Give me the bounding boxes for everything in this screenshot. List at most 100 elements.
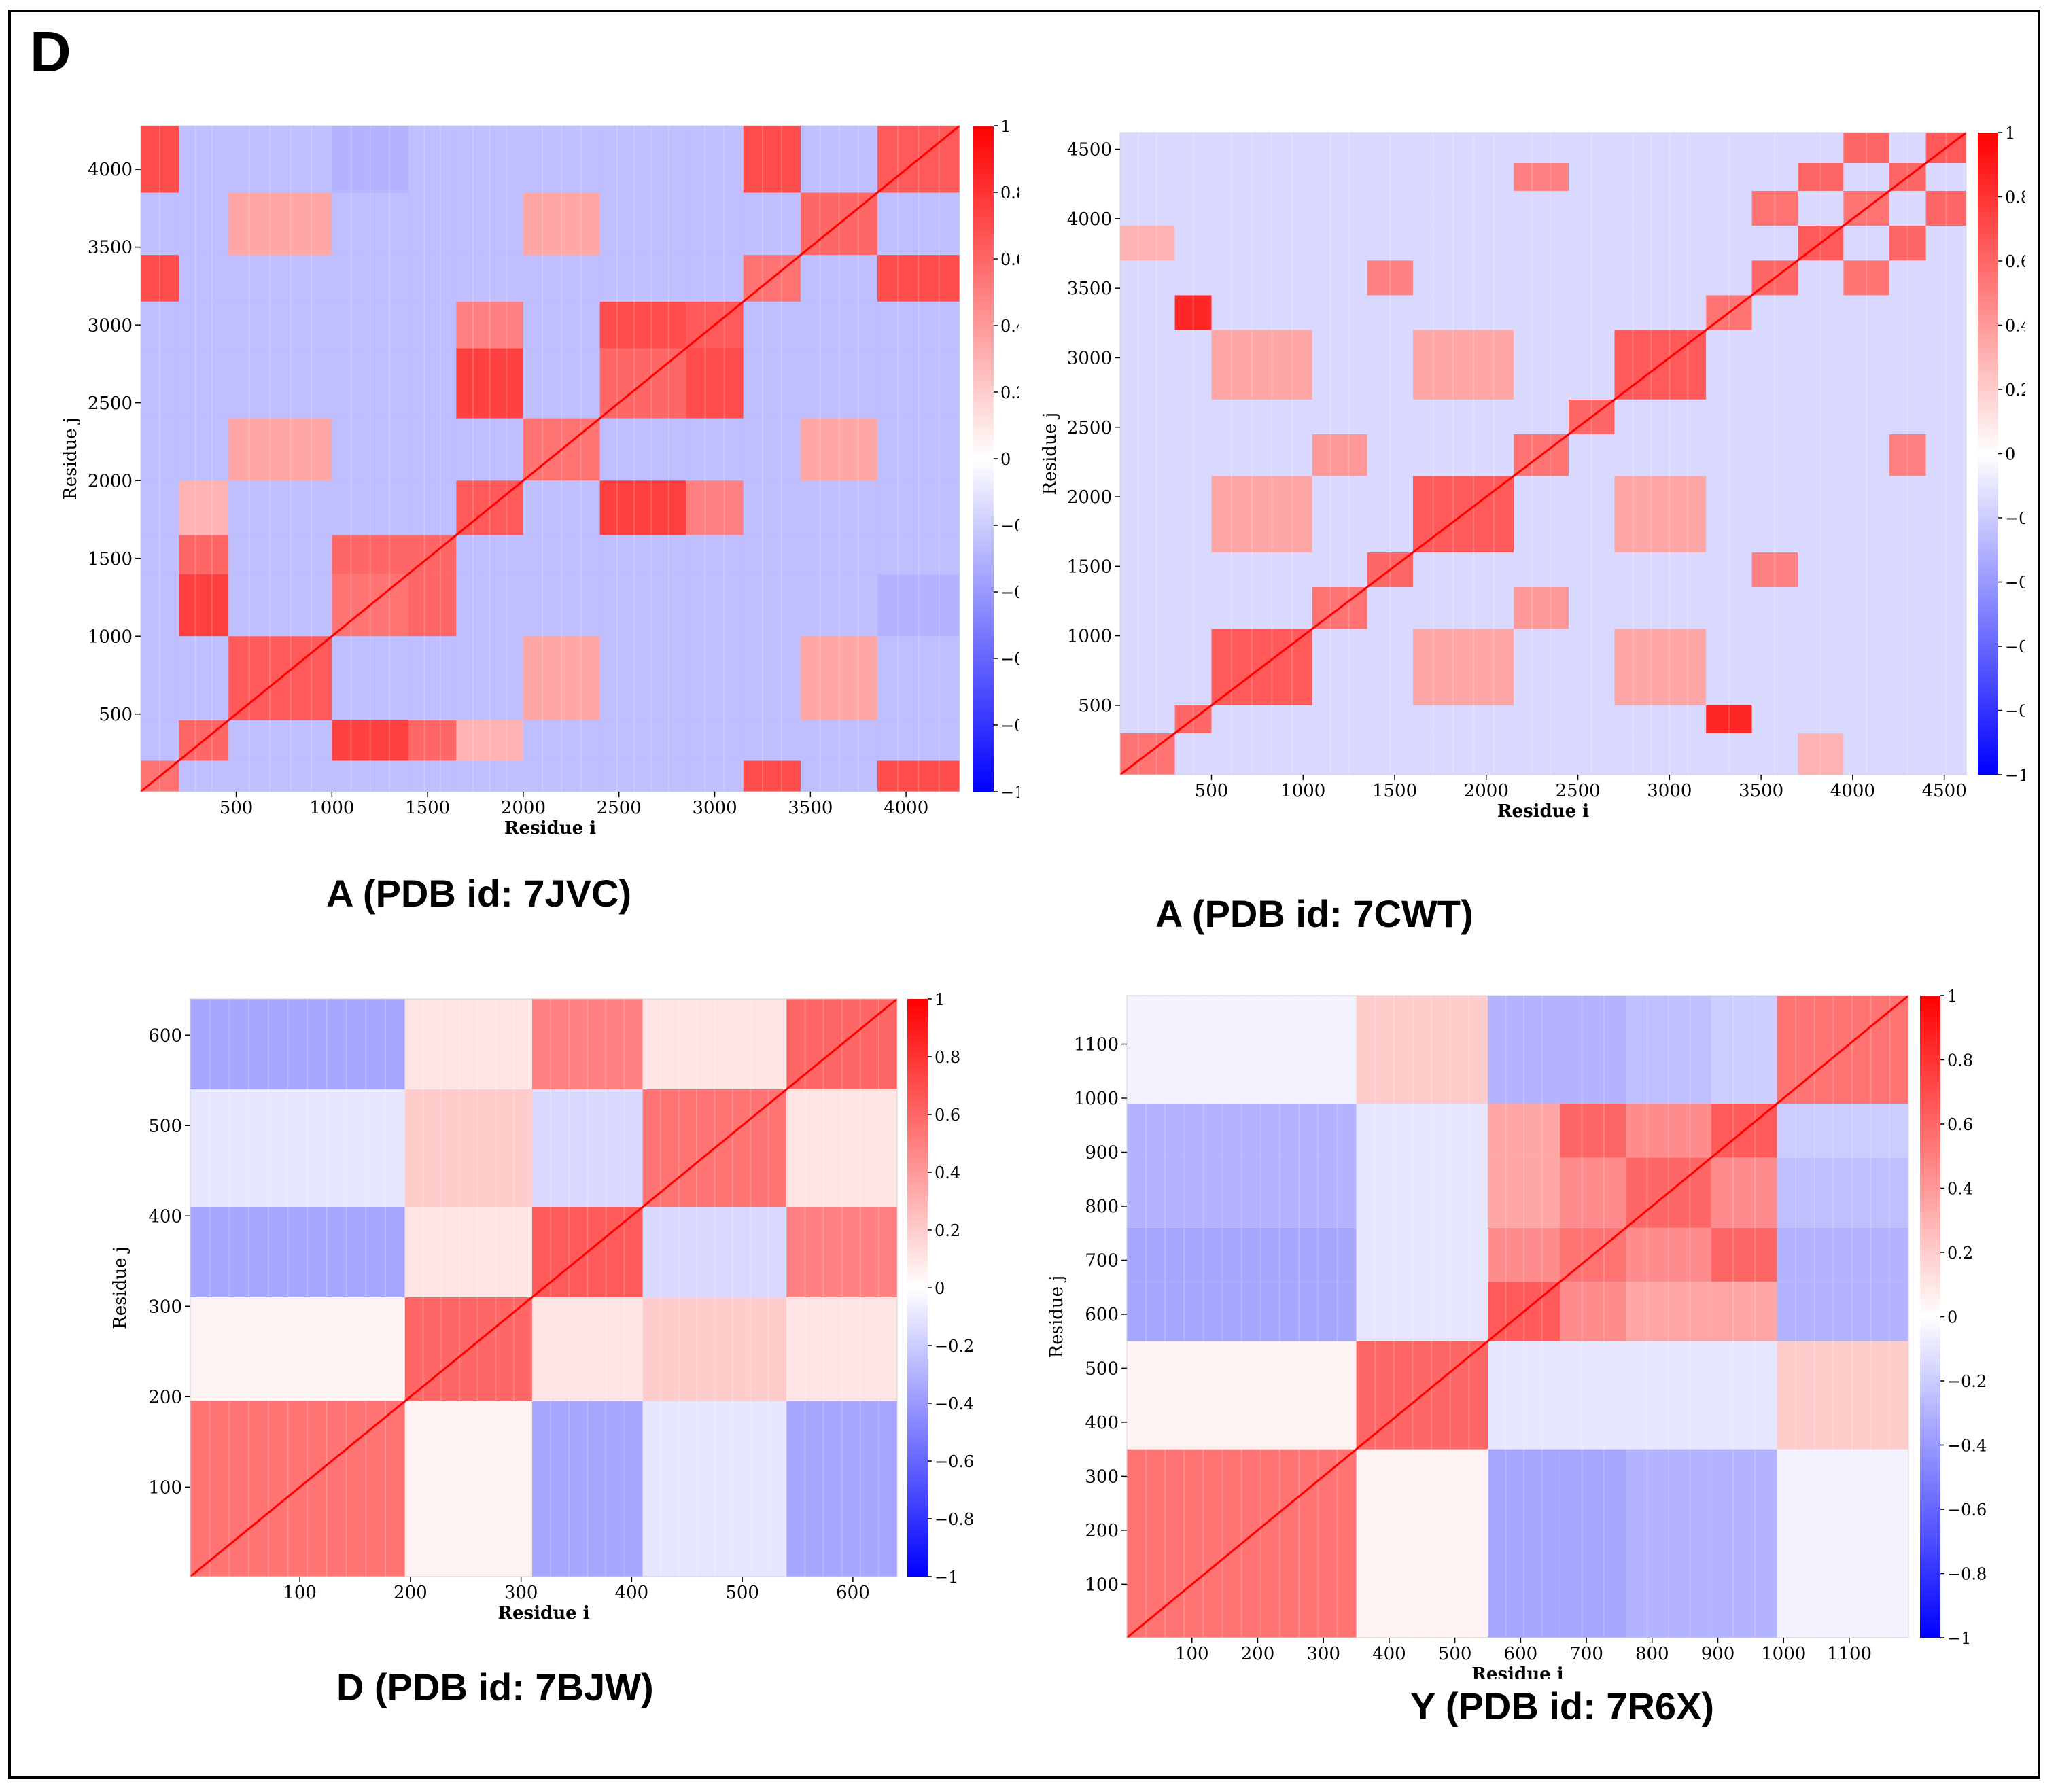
- heatmap-block: [456, 348, 523, 419]
- heatmap-block: [1312, 133, 1367, 164]
- heatmap-block: [456, 636, 523, 720]
- heatmap-block: [1174, 260, 1212, 296]
- heatmap-block: [1127, 1103, 1357, 1158]
- colorbar-tick-label: −0.!: [2005, 702, 2025, 721]
- heatmap-block: [1412, 399, 1514, 434]
- heatmap-block: [456, 418, 523, 481]
- heatmap-block: [332, 126, 408, 193]
- heatmap-block: [686, 760, 744, 792]
- x-tick-label: 2000: [501, 798, 546, 818]
- y-tick-label: 4000: [1067, 209, 1112, 230]
- heatmap-block: [1925, 330, 1966, 400]
- heatmap-block: [1487, 1227, 1560, 1282]
- heatmap-block: [1367, 295, 1413, 330]
- heatmap-block: [1174, 190, 1212, 226]
- heatmap-block: [141, 636, 179, 720]
- heatmap-block: [1614, 434, 1707, 476]
- heatmap-block: [1711, 1157, 1777, 1228]
- colorbar-tick-label: 0.4: [1000, 317, 1019, 336]
- heatmap-block: [1711, 1227, 1777, 1282]
- x-tick-label: 4000: [1830, 781, 1875, 801]
- heatmap-block: [1889, 705, 1926, 733]
- heatmap-block: [1412, 733, 1514, 775]
- heatmap-block: [1843, 260, 1889, 296]
- heatmap-block: [1777, 1157, 1908, 1228]
- colorbar: [1978, 133, 1998, 775]
- heatmap-block: [1560, 1157, 1626, 1228]
- heatmap-block: [1412, 330, 1514, 400]
- y-tick-label: 1500: [1067, 557, 1112, 577]
- colorbar-tick-label: −1: [935, 1568, 958, 1587]
- heatmap-block: [743, 535, 801, 574]
- colorbar-tick-label: 0.4: [2005, 317, 2025, 336]
- x-axis-label: Residue i: [498, 1603, 589, 1623]
- y-tick-label: 2000: [88, 471, 133, 491]
- heatmap-block: [1569, 434, 1615, 476]
- heatmap-block: [456, 192, 523, 256]
- heatmap-block: [1356, 1227, 1488, 1282]
- heatmap-block: [1798, 295, 1844, 330]
- heatmap-block: [1777, 1449, 1908, 1638]
- heatmap-block: [599, 720, 686, 761]
- heatmap-block: [1514, 330, 1569, 400]
- heatmap-block: [523, 348, 600, 419]
- heatmap-block: [642, 1401, 787, 1577]
- heatmap-block: [786, 1297, 897, 1401]
- heatmap-block: [1614, 705, 1707, 733]
- colorbar-tick-label: −0.4: [1947, 1437, 1987, 1456]
- heatmap-block: [523, 255, 600, 302]
- heatmap-block: [1127, 1341, 1357, 1450]
- heatmap-block: [179, 192, 229, 256]
- heatmap-block: [1925, 705, 1966, 733]
- heatmap-block: [1843, 163, 1889, 191]
- heatmap-block: [141, 192, 179, 256]
- heatmap-block: [523, 126, 600, 193]
- heatmap-block: [1120, 330, 1175, 400]
- heatmap-block: [179, 480, 229, 535]
- colorbar-tick-label: −1: [1947, 1629, 1971, 1648]
- x-tick-label: 900: [1701, 1644, 1735, 1664]
- colorbar-tick-label: 0: [935, 1279, 945, 1298]
- heatmap-block: [1514, 629, 1569, 705]
- heatmap-block: [141, 255, 179, 302]
- heatmap-block: [1120, 133, 1175, 164]
- heatmap-block: [1925, 260, 1966, 296]
- diagonal-line: [1126, 994, 1909, 1639]
- heatmap-block: [1174, 476, 1212, 552]
- heatmap-block: [179, 301, 229, 349]
- heatmap-block: [1925, 163, 1966, 191]
- heatmap-block: [1174, 733, 1212, 775]
- heatmap-block: [1706, 226, 1752, 261]
- heatmap-block: [1120, 295, 1175, 330]
- x-tick-label: 500: [220, 798, 254, 818]
- y-tick-label: 1500: [88, 549, 133, 569]
- heatmap-block: [1514, 476, 1569, 552]
- heatmap-7cwt: 500 1000 1500 2000 2500 3000 3500 4000 450050010…: [1040, 124, 2025, 822]
- heatmap-block: [1569, 163, 1615, 191]
- heatmap-block: [179, 535, 229, 574]
- heatmap-block: [141, 720, 179, 761]
- heatmap-block: [1614, 476, 1707, 552]
- y-tick-label: 2000: [1067, 487, 1112, 508]
- heatmap-block: [179, 636, 229, 720]
- heatmap-block: [599, 255, 686, 302]
- colorbar-tick-label: −0.6: [935, 1452, 974, 1471]
- x-tick-label: 1100: [1827, 1644, 1872, 1664]
- heatmap-frame: [190, 998, 898, 1577]
- heatmap-block: [1560, 1341, 1626, 1450]
- heatmap-block: [332, 301, 408, 349]
- heatmap-block: [1367, 476, 1413, 552]
- heatmap-block: [877, 192, 960, 256]
- heatmap-block: [1487, 1157, 1560, 1228]
- caption-7jvc: A (PDB id: 7JVC): [326, 872, 632, 915]
- heatmap-block: [1706, 330, 1752, 400]
- x-tick-label: 600: [836, 1583, 870, 1603]
- heatmap-block: [743, 636, 801, 720]
- heatmap-block: [801, 126, 877, 193]
- heatmap-block: [332, 255, 408, 302]
- heatmap-block: [1626, 1449, 1711, 1638]
- heatmap-block: [1356, 1282, 1488, 1341]
- heatmap-block: [743, 480, 801, 535]
- heatmap-block: [408, 574, 457, 637]
- heatmap-block: [1514, 552, 1569, 588]
